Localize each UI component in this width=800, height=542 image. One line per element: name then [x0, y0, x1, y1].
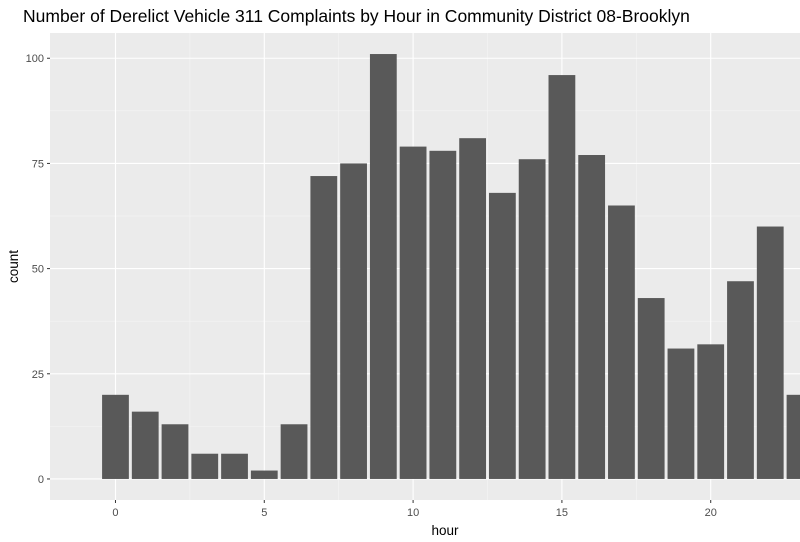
bar-hour-19 — [667, 348, 695, 479]
bar-hour-9 — [369, 54, 397, 479]
y-axis-title: count — [6, 250, 21, 283]
bar-hour-8 — [340, 163, 367, 479]
bar-hour-22 — [756, 226, 784, 479]
y-tick-label: 25 — [32, 369, 44, 381]
y-tick-label: 75 — [32, 158, 44, 170]
x-axis-title: hour — [431, 523, 459, 538]
bar-hour-16 — [578, 155, 606, 479]
bars — [102, 54, 800, 479]
bar-hour-1 — [131, 411, 159, 479]
bar-hour-18 — [637, 298, 665, 479]
bar-hour-3 — [191, 453, 219, 479]
bar-hour-23 — [786, 394, 800, 479]
x-tick-label: 5 — [261, 507, 267, 519]
bar-hour-17 — [608, 205, 635, 479]
bar-hour-15 — [548, 75, 576, 479]
bar-hour-20 — [697, 344, 725, 479]
bar-hour-13 — [488, 192, 516, 479]
x-tick-label: 20 — [705, 507, 717, 519]
y-axis: 0 25 50 75 100 — [26, 53, 50, 486]
bar-hour-11 — [429, 150, 457, 479]
bar-hour-0 — [102, 394, 129, 479]
bar-hour-12 — [459, 138, 487, 479]
x-tick-label: 15 — [556, 507, 568, 519]
bar-hour-14 — [518, 159, 546, 479]
x-axis: 0 5 10 15 20 — [112, 500, 717, 519]
x-tick-label: 0 — [112, 507, 118, 519]
bar-hour-2 — [161, 424, 189, 479]
x-tick-label: 10 — [407, 507, 419, 519]
bar-hour-21 — [727, 281, 754, 479]
bar-hour-7 — [310, 176, 338, 479]
chart-title: Number of Derelict Vehicle 311 Complaint… — [23, 6, 690, 26]
bar-hour-4 — [221, 453, 248, 479]
y-tick-label: 50 — [32, 264, 44, 276]
y-tick-label: 0 — [38, 474, 44, 486]
bar-hour-6 — [280, 424, 308, 479]
y-tick-label: 100 — [26, 53, 44, 65]
bar-hour-5 — [250, 470, 278, 479]
bar-hour-10 — [399, 146, 427, 479]
